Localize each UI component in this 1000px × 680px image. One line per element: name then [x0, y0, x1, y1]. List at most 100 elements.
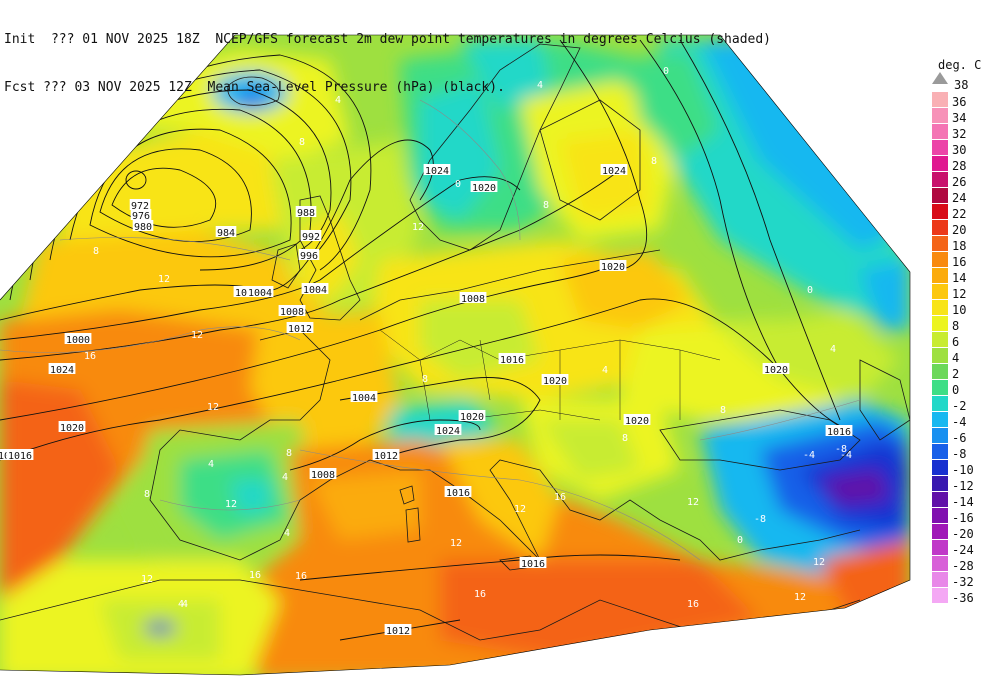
legend-swatch — [932, 444, 948, 459]
legend-level: 22 — [928, 204, 1000, 220]
legend-level: -6 — [928, 428, 1000, 444]
dew-point-label: 12 — [514, 504, 526, 515]
legend-swatch — [932, 172, 948, 187]
legend-level: 28 — [928, 156, 1000, 172]
pressure-label: 1020 — [541, 374, 569, 387]
pressure-label-text: 996 — [300, 251, 318, 262]
legend-label: -4 — [952, 415, 967, 429]
dew-point-label: 4 — [178, 599, 184, 610]
legend-label: 0 — [952, 383, 960, 397]
legend-label: 32 — [952, 127, 967, 141]
legend-level: 8 — [928, 316, 1000, 332]
dew-point-label: -4 — [803, 450, 815, 461]
dew-contour-2 — [59, 237, 291, 261]
legend-swatch — [932, 92, 948, 107]
pressure-label: 976 — [130, 209, 152, 222]
dew-point-label: 12 — [207, 402, 219, 413]
legend-label: -10 — [952, 463, 974, 477]
legend-level: -4 — [928, 412, 1000, 428]
isobar-east-1 — [639, 39, 851, 431]
pressure-label: 1000 — [64, 333, 92, 346]
legend-top-arrow — [932, 72, 948, 84]
dew-point-label: 12 — [141, 574, 153, 585]
isobar-1012 — [0, 259, 621, 421]
dew-point-label: 4 — [182, 599, 188, 610]
dew-point-label: 16 — [474, 589, 486, 600]
pressure-label-text: 992 — [302, 232, 320, 243]
legend-level: 6 — [928, 332, 1000, 348]
legend-label: 14 — [952, 271, 967, 285]
legend-label: 6 — [952, 335, 960, 349]
pressure-label: 1020 — [58, 421, 86, 434]
pressure-label: 1016 — [519, 557, 547, 570]
legend-swatch — [932, 236, 948, 251]
dew-point-label: 4 — [335, 95, 341, 106]
legend-label: 16 — [952, 255, 967, 269]
isobar-east-2 — [679, 39, 841, 421]
dew-contour-1 — [0, 326, 301, 353]
pressure-label-text: 1004 — [303, 285, 327, 296]
legend-swatch — [932, 348, 948, 363]
pressure-label-text: 1004 — [352, 393, 376, 404]
legend-swatch — [932, 396, 948, 411]
pressure-label-text: 1020 — [460, 412, 484, 423]
black-sea-coast — [659, 409, 861, 471]
pressure-label: 1016 — [825, 425, 853, 438]
dew-point-label: 4 — [284, 528, 290, 539]
dew-point-label: 8 — [651, 156, 657, 167]
legend-level: 4 — [928, 348, 1000, 364]
pressure-label: 1016 — [498, 353, 526, 366]
dew-point-label: -8 — [835, 444, 847, 455]
pressure-label-text: 1020 — [625, 416, 649, 427]
dew-point-label: -4 — [840, 450, 852, 461]
pressure-label-text: 1012 — [386, 626, 410, 637]
legend-label: 26 — [952, 175, 967, 189]
ireland-coast — [271, 243, 301, 289]
pressure-label-text: 1008 — [311, 470, 335, 481]
isobar-east-3 — [559, 39, 648, 271]
pressure-label: 1004 — [301, 283, 329, 296]
pressure-label-text: 984 — [217, 228, 235, 239]
legend-label: 8 — [952, 319, 960, 333]
pressure-label: 972 — [129, 199, 151, 212]
pressure-label: 1020 — [470, 181, 498, 194]
dew-point-label: 4 — [208, 459, 214, 470]
legend-swatch — [932, 316, 948, 331]
legend-label: -16 — [952, 511, 974, 525]
legend-level: -10 — [928, 460, 1000, 476]
pressure-label-text: 1012 — [288, 324, 312, 335]
legend-swatch — [932, 540, 948, 555]
legend-swatch — [932, 460, 948, 475]
legend-swatch — [932, 588, 948, 603]
legend-level: 2 — [928, 364, 1000, 380]
pressure-label-text: 1024 — [602, 166, 626, 177]
legend-level: 32 — [928, 124, 1000, 140]
legend-title: deg. C — [938, 58, 982, 72]
dew-point-label: 8 — [622, 433, 628, 444]
legend-top-label: 38 — [954, 78, 969, 92]
pressure-label: 1024 — [423, 164, 451, 177]
isobar-low-center — [125, 170, 147, 190]
pressure-label-text: 1004 — [248, 288, 272, 299]
legend-label: 34 — [952, 111, 967, 125]
legend-label: -32 — [952, 575, 974, 589]
legend-label: 18 — [952, 239, 967, 253]
pressure-label: 1012 — [384, 624, 412, 637]
legend-swatch — [932, 108, 948, 123]
corsica-coast — [399, 485, 415, 505]
country-borders — [379, 329, 721, 361]
legend-swatch — [932, 524, 948, 539]
legend-label: -14 — [952, 495, 974, 509]
header-init-line: Init ??? 01 NOV 2025 18Z NCEP/GFS foreca… — [4, 32, 772, 47]
legend-swatch — [932, 300, 948, 315]
dew-point-label: 12 — [191, 330, 203, 341]
dew-point-label: 0 — [737, 535, 743, 546]
dew-point-label: 8 — [299, 137, 305, 148]
pressure-label: 1012 — [286, 322, 314, 335]
legend-label: -12 — [952, 479, 974, 493]
pressure-label: 1004 — [350, 391, 378, 404]
dew-contour-4 — [299, 449, 701, 561]
dew-point-label: 4 — [282, 472, 288, 483]
dew-point-label: 0 — [663, 66, 669, 77]
